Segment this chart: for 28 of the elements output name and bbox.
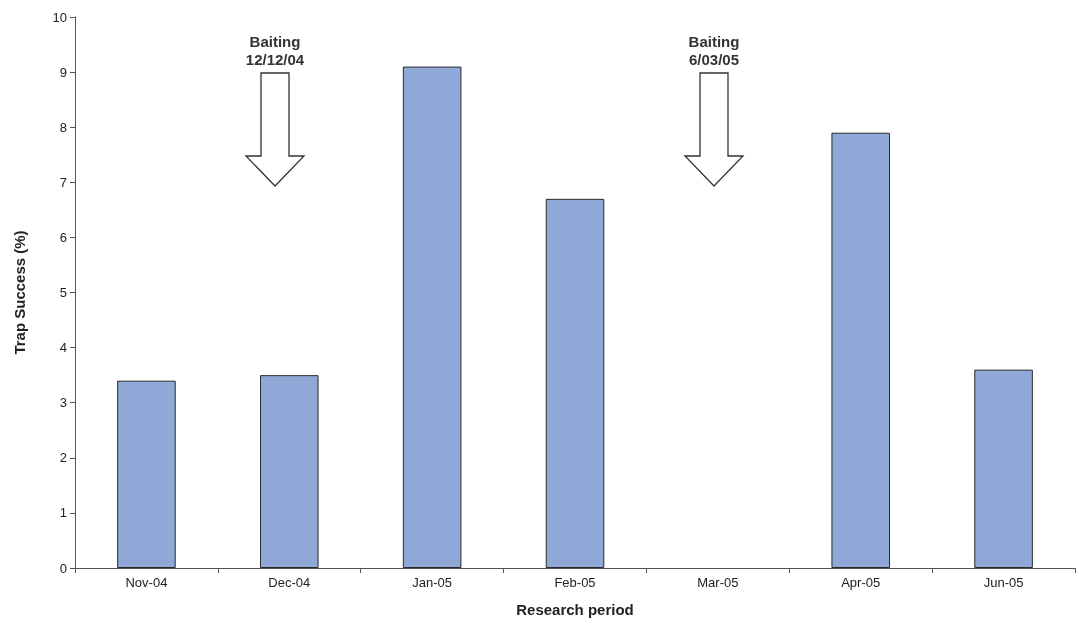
bar [402,66,462,568]
x-tick-label: Jan-05 [412,575,453,590]
bar [831,132,890,568]
bar [545,198,605,568]
y-tick-label: 4 [59,340,67,356]
y-tick-label: 8 [59,119,67,135]
bar [974,369,1033,568]
x-axis-title: Research period [516,601,634,618]
y-tick-label: 6 [59,229,67,245]
y-tick-label: 10 [52,9,67,25]
y-tick-label: 2 [59,450,67,466]
x-tick-label: Dec-04 [268,575,311,590]
x-tick-label: Nov-04 [125,575,168,590]
y-tick-label: 9 [59,64,67,80]
x-tick-label: Jun-05 [983,575,1024,590]
y-tick-label: 3 [59,395,67,411]
x-tick-label: Apr-05 [841,575,881,590]
bar [260,375,319,568]
y-axis-title: Trap Success (%) [11,230,28,355]
y-tick-label: 7 [59,174,67,190]
bar [117,380,176,568]
x-tick-label: Mar-05 [697,575,739,590]
annotation: Baiting 6/03/05 [688,33,740,69]
y-tick-label: 1 [59,505,67,521]
y-tick-label: 5 [59,285,67,300]
x-tick-label: Feb-05 [554,575,596,590]
y-tick-label: 0 [59,560,67,576]
annotation: Baiting 12/12/04 [245,33,305,69]
